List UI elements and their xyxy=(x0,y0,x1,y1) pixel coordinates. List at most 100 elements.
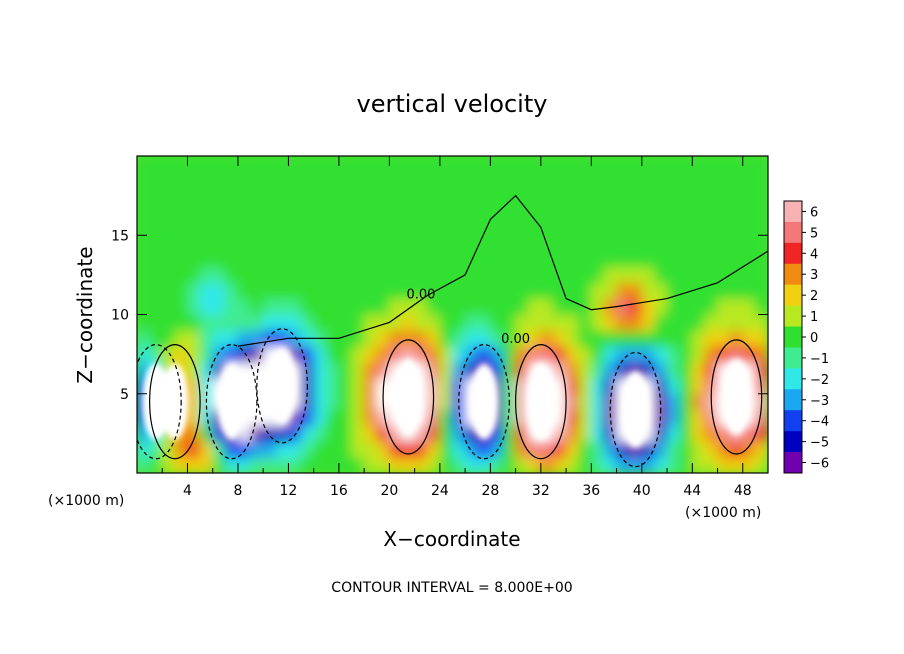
heatmap-cell xyxy=(363,345,378,363)
heatmap-cell xyxy=(313,203,327,220)
heatmap-cell xyxy=(691,218,706,236)
heatmap-cell xyxy=(540,171,554,189)
heatmap-cell xyxy=(590,424,605,442)
heatmap-cell xyxy=(691,361,706,379)
heatmap-cell xyxy=(275,282,289,300)
heatmap-cell xyxy=(590,456,605,473)
heatmap-cell xyxy=(199,329,214,347)
heatmap-cell xyxy=(401,456,416,473)
heatmap-cell xyxy=(477,266,491,284)
heatmap-cell xyxy=(376,266,390,284)
heatmap-cell xyxy=(426,218,441,236)
heatmap-cell xyxy=(313,314,327,331)
heatmap-cell xyxy=(414,234,428,252)
heatmap-cell xyxy=(414,456,428,473)
heatmap-cell xyxy=(717,314,731,331)
x-tick-label: 24 xyxy=(431,483,449,499)
heatmap-cell xyxy=(704,314,719,331)
heatmap-cell xyxy=(313,156,327,173)
heatmap-cell xyxy=(313,440,327,458)
heatmap-cell xyxy=(287,440,302,458)
heatmap-cell xyxy=(691,424,706,442)
heatmap-cell xyxy=(641,440,655,458)
heatmap-cell xyxy=(742,282,756,300)
heatmap-cell xyxy=(603,218,618,236)
heatmap-cell xyxy=(540,298,554,315)
plot-area: 0.00 0.00 xyxy=(137,156,768,473)
heatmap-cell xyxy=(300,393,315,411)
x-tick-label: 12 xyxy=(280,483,298,499)
heatmap-cell xyxy=(452,329,466,347)
heatmap-cell xyxy=(363,266,378,284)
heatmap-cell xyxy=(376,156,390,173)
heatmap-cell xyxy=(653,361,668,379)
heatmap-cell xyxy=(351,187,365,205)
heatmap-cell xyxy=(729,456,744,473)
heatmap-cell xyxy=(212,218,226,236)
heatmap-cell xyxy=(704,282,719,300)
heatmap-cell xyxy=(691,329,706,347)
heatmap-cell xyxy=(603,456,618,473)
heatmap-cell xyxy=(439,298,453,315)
heatmap-cell xyxy=(653,298,668,315)
heatmap-cell xyxy=(565,409,580,426)
downdraft-contour xyxy=(205,344,258,460)
heatmap-cell xyxy=(439,361,453,379)
downdraft-core xyxy=(268,347,297,424)
heatmap-cell xyxy=(679,424,693,442)
heatmap-cell xyxy=(262,282,277,300)
heatmap-cell xyxy=(426,156,441,173)
heatmap-cell xyxy=(376,440,390,458)
heatmap-cell xyxy=(616,187,630,205)
heatmap-cell xyxy=(363,250,378,268)
heatmap-cell xyxy=(578,361,592,379)
heatmap-cell xyxy=(616,266,630,284)
heatmap-cell xyxy=(540,314,554,331)
heatmap-cell xyxy=(653,440,668,458)
heatmap-cell xyxy=(590,345,605,363)
heatmap-cell xyxy=(729,203,744,220)
contour-interval-note: CONTOUR INTERVAL = 8.000E+00 xyxy=(331,580,572,596)
heatmap-cell xyxy=(729,171,744,189)
heatmap-cell xyxy=(237,266,252,284)
heatmap-cell xyxy=(224,298,239,315)
x-axis-ticks: 4 8 12 16 20 24 28 32 36 40 44 48 xyxy=(161,156,752,499)
y-axis-label: Z−coordinate xyxy=(73,246,97,383)
heatmap-cell xyxy=(351,329,365,347)
heatmap-cell xyxy=(388,440,403,458)
heatmap-cell xyxy=(666,171,681,189)
heatmap-cell xyxy=(754,345,768,363)
heatmap-cell xyxy=(414,345,428,363)
heatmap-cell xyxy=(452,440,466,458)
heatmap-cell xyxy=(376,171,390,189)
heatmap-cell xyxy=(363,377,378,395)
heatmap-cell xyxy=(186,250,201,268)
heatmap-cell xyxy=(199,203,214,220)
heatmap-cell xyxy=(717,424,731,442)
heatmap-cell xyxy=(502,456,517,473)
heatmap-cell xyxy=(426,424,441,442)
heatmap-cell xyxy=(414,250,428,268)
heatmap-cell xyxy=(565,218,580,236)
heatmap-cell xyxy=(452,218,466,236)
heatmap-cell xyxy=(742,171,756,189)
heatmap-cell xyxy=(729,298,744,315)
heatmap-cell xyxy=(149,345,163,363)
heatmap-cell xyxy=(224,218,239,236)
heatmap-cell xyxy=(250,282,264,300)
x-unit-right: (×1000 m) xyxy=(685,505,761,521)
heatmap-cell xyxy=(287,187,302,205)
heatmap-cell xyxy=(313,409,327,426)
heatmap-cell xyxy=(452,377,466,395)
heatmap-cell xyxy=(439,234,453,252)
heatmap-cell xyxy=(325,156,340,173)
heatmap-cell xyxy=(426,203,441,220)
heatmap-cell xyxy=(262,187,277,205)
heatmap-cell xyxy=(414,156,428,173)
heatmap-cell xyxy=(717,282,731,300)
heatmap-cell xyxy=(641,156,655,173)
heatmap-cell xyxy=(174,345,188,363)
heatmap-cell xyxy=(742,314,756,331)
heatmap-cell xyxy=(224,456,239,473)
heatmap-cell xyxy=(679,298,693,315)
